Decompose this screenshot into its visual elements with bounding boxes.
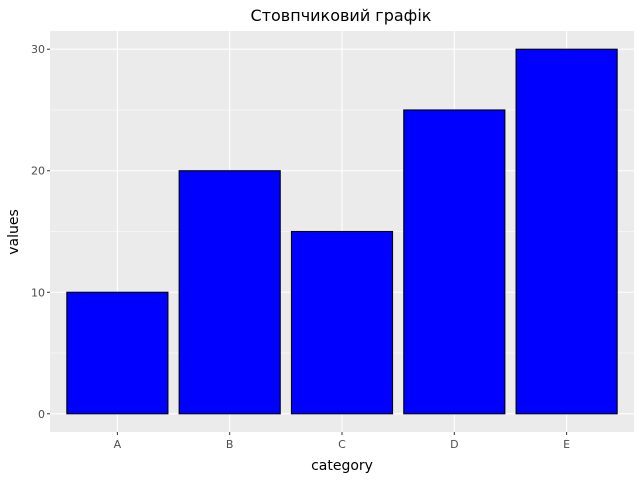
chart-title: Стовпчиковий графік [251, 6, 432, 25]
bars [66, 48, 618, 415]
x-tick-label: B [226, 438, 234, 451]
x-axis-title: category [311, 458, 373, 474]
bar-E [515, 48, 618, 415]
bar-A [66, 291, 169, 415]
y-tick-label: 10 [31, 286, 45, 299]
bar-D [403, 109, 506, 415]
y-tick-label: 30 [31, 43, 45, 56]
x-tick-label: E [563, 438, 570, 451]
bar-B [178, 170, 281, 415]
x-tick-label: C [338, 438, 346, 451]
y-tick-label: 20 [31, 165, 45, 178]
x-tick-label: D [450, 438, 458, 451]
bar-C [290, 230, 394, 415]
axis-ticks: 0 10 20 30 A B C D E [31, 43, 570, 451]
x-tick-label: A [114, 438, 122, 451]
y-tick-label: 0 [38, 408, 45, 421]
y-axis-title: values [6, 209, 22, 255]
